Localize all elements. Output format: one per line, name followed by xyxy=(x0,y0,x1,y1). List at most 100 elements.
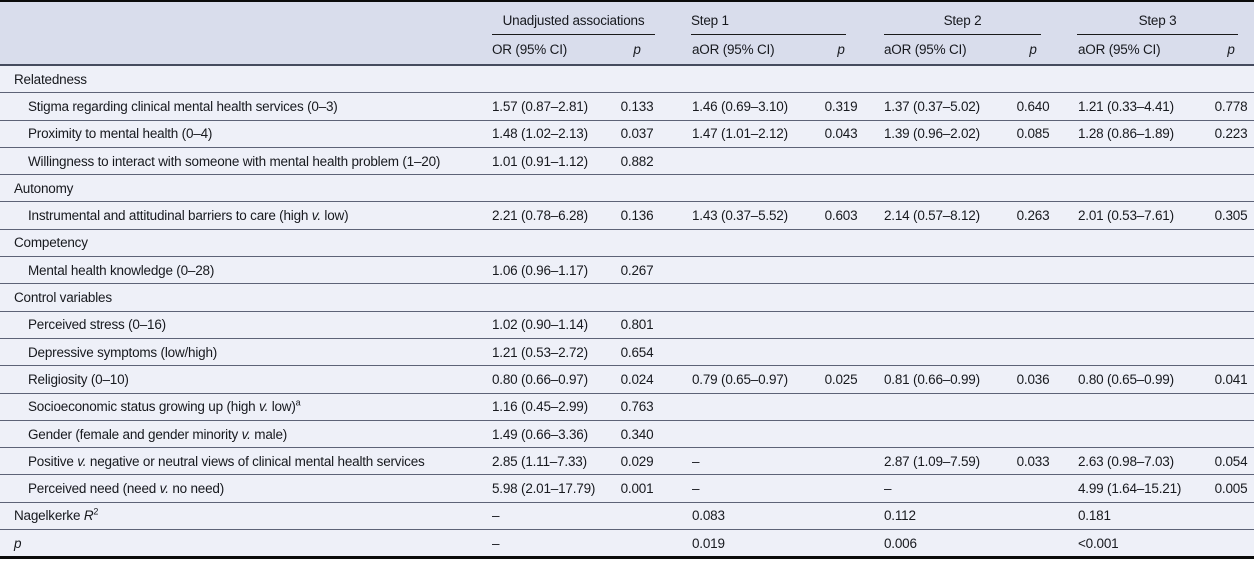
col-group-step3: Step 3 xyxy=(1056,1,1254,35)
cell-p-step2 xyxy=(1010,419,1056,448)
cell-p-step1 xyxy=(818,474,864,503)
cell-aor-step1: 1.46 (0.69–3.10) xyxy=(664,92,818,121)
cell-aor-step1: 0.083 xyxy=(664,501,818,530)
row-label: Positive v. negative or neutral views of… xyxy=(0,447,490,475)
col-group-unadjusted: Unadjusted associations xyxy=(490,1,664,35)
cell-p-unadjusted xyxy=(610,228,664,257)
table-row: Perceived stress (0–16) 1.02 (0.90–1.14) 0… xyxy=(0,310,1254,339)
header-aor-step3: aOR (95% CI) xyxy=(1056,35,1208,66)
corner-cell xyxy=(0,35,490,66)
cell-aor-step2 xyxy=(864,337,1010,366)
cell-aor-step3 xyxy=(1056,146,1208,175)
cell-p-step1 xyxy=(818,174,864,202)
cell-aor-step1: 0.79 (0.65–0.97) xyxy=(664,365,818,394)
table-row: Socioeconomic status growing up (high v.… xyxy=(0,392,1254,421)
cell-p-step1 xyxy=(818,65,864,93)
table-body: Relatedness Stigma regarding clinical men… xyxy=(0,65,1254,558)
cell-p-unadjusted xyxy=(610,501,664,530)
group-label: Step 3 xyxy=(1138,13,1177,28)
table-row: Nagelkerke R2– 0.083 0.112 0.181 xyxy=(0,501,1254,530)
cell-aor-step2: 2.14 (0.57–8.12) xyxy=(864,201,1010,230)
section-row: Competency xyxy=(0,228,1254,257)
cell-aor-step2 xyxy=(864,146,1010,175)
cell-aor-step2 xyxy=(864,283,1010,312)
cell-or-unadjusted: 1.49 (0.66–3.36) xyxy=(490,419,610,448)
group-label: Step 2 xyxy=(943,13,982,28)
cell-aor-step1 xyxy=(664,310,818,339)
table-row: Perceived need (need v. no need) 5.98 (2.… xyxy=(0,474,1254,503)
cell-p-step1 xyxy=(818,419,864,448)
row-label: Gender (female and gender minority v. ma… xyxy=(0,419,490,448)
cell-p-unadjusted: 0.801 xyxy=(610,310,664,339)
col-group-step2: Step 2 xyxy=(864,1,1056,35)
section-row: Autonomy xyxy=(0,174,1254,202)
cell-p-unadjusted xyxy=(610,283,664,312)
row-label: Nagelkerke R2 xyxy=(0,501,490,530)
cell-or-unadjusted: 1.16 (0.45–2.99) xyxy=(490,392,610,421)
cell-p-step1 xyxy=(818,228,864,257)
cell-aor-step3 xyxy=(1056,419,1208,448)
cell-aor-step1: – xyxy=(664,447,818,475)
cell-p-unadjusted: 0.029 xyxy=(610,447,664,475)
cell-p-step2 xyxy=(1010,501,1056,530)
cell-aor-step2: 0.112 xyxy=(864,501,1010,530)
cell-p-step1 xyxy=(818,392,864,421)
cell-p-step3 xyxy=(1208,283,1254,312)
cell-p-step1: 0.319 xyxy=(818,92,864,121)
cell-aor-step1 xyxy=(664,337,818,366)
cell-p-step1: 0.025 xyxy=(818,365,864,394)
cell-aor-step1 xyxy=(664,146,818,175)
cell-p-unadjusted: 0.882 xyxy=(610,146,664,175)
cell-p-step2 xyxy=(1010,337,1056,366)
cell-aor-step1: 1.47 (1.01–2.12) xyxy=(664,119,818,148)
cell-p-step2 xyxy=(1010,474,1056,503)
table-header: Unadjusted associations Step 1 Step 2 St… xyxy=(0,1,1254,66)
cell-aor-step3 xyxy=(1056,228,1208,257)
cell-p-step3 xyxy=(1208,228,1254,257)
cell-p-step2: 0.085 xyxy=(1010,119,1056,148)
header-p-unadjusted: p xyxy=(610,35,664,66)
cell-p-step3 xyxy=(1208,501,1254,530)
cell-or-unadjusted: 1.06 (0.96–1.17) xyxy=(490,256,610,284)
cell-aor-step1 xyxy=(664,65,818,93)
cell-p-unadjusted xyxy=(610,529,664,558)
cell-aor-step2 xyxy=(864,228,1010,257)
cell-aor-step2 xyxy=(864,174,1010,202)
cell-aor-step3: 2.01 (0.53–7.61) xyxy=(1056,201,1208,230)
cell-p-step2 xyxy=(1010,529,1056,558)
cell-aor-step3: 0.181 xyxy=(1056,501,1208,530)
section-row: Control variables xyxy=(0,283,1254,312)
cell-aor-step2: 0.81 (0.66–0.99) xyxy=(864,365,1010,394)
cell-p-step1 xyxy=(818,146,864,175)
cell-aor-step3 xyxy=(1056,337,1208,366)
cell-aor-step3 xyxy=(1056,65,1208,93)
cell-p-step3: 0.005 xyxy=(1208,474,1254,503)
cell-p-unadjusted xyxy=(610,174,664,202)
cell-p-step2 xyxy=(1010,174,1056,202)
row-label: Proximity to mental health (0–4) xyxy=(0,119,490,148)
cell-or-unadjusted: 5.98 (2.01–17.79) xyxy=(490,474,610,503)
cell-aor-step2: 1.37 (0.37–5.02) xyxy=(864,92,1010,121)
table-row: p – 0.019 0.006 <0.001 xyxy=(0,529,1254,558)
row-label: p xyxy=(0,529,490,558)
cell-p-step2 xyxy=(1010,283,1056,312)
row-label: Competency xyxy=(0,228,490,257)
row-label: Perceived stress (0–16) xyxy=(0,310,490,339)
cell-aor-step3 xyxy=(1056,174,1208,202)
cell-p-step2 xyxy=(1010,228,1056,257)
table-row: Religiosity (0–10) 0.80 (0.66–0.97) 0.024 0… xyxy=(0,365,1254,394)
cell-aor-step2 xyxy=(864,256,1010,284)
cell-or-unadjusted: 2.85 (1.11–7.33) xyxy=(490,447,610,475)
cell-aor-step1 xyxy=(664,256,818,284)
cell-p-step1 xyxy=(818,256,864,284)
cell-aor-step1 xyxy=(664,419,818,448)
cell-or-unadjusted xyxy=(490,174,610,202)
cell-aor-step3 xyxy=(1056,283,1208,312)
row-label: Stigma regarding clinical mental health … xyxy=(0,92,490,121)
header-aor-step2: aOR (95% CI) xyxy=(864,35,1010,66)
col-group-step1: Step 1 xyxy=(664,1,864,35)
cell-p-step1 xyxy=(818,447,864,475)
column-header-row: OR (95% CI) p aOR (95% CI) p aOR (95% CI… xyxy=(0,35,1254,66)
cell-p-step1 xyxy=(818,310,864,339)
